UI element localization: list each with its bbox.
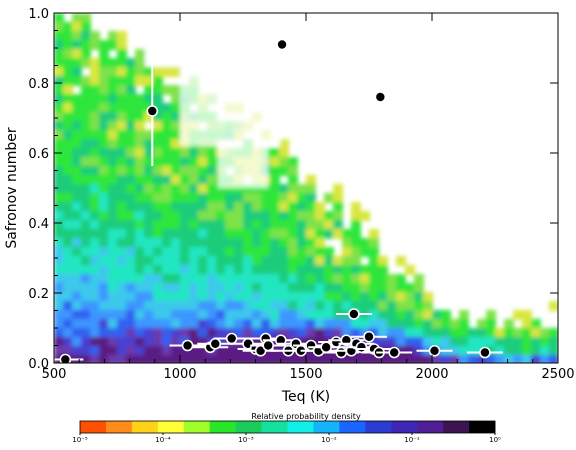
data-point (388, 346, 401, 359)
y-tick-label: 0.8 (28, 77, 49, 92)
colorbar-swatch (313, 421, 340, 433)
colorbar-swatch (157, 421, 185, 433)
colorbar-swatch (339, 421, 366, 433)
colorbar: 10⁻⁵ 10⁻⁴ 10⁻³ 10⁻² 10⁻¹ 10⁰ (72, 420, 501, 444)
data-point (428, 344, 441, 357)
data-point (363, 330, 375, 343)
data-point (335, 346, 348, 359)
y-tick-label: 0.2 (28, 287, 49, 302)
data-point (262, 339, 275, 352)
colorbar-swatch (443, 421, 470, 433)
data-point (348, 308, 360, 320)
x-axis-label: Teq (K) (281, 389, 330, 405)
x-tick-label: 500 (42, 367, 67, 382)
y-tick-label: 1.0 (28, 7, 49, 22)
colorbar-swatch (391, 421, 418, 433)
colorbar-frame (79, 420, 496, 434)
data-point (330, 336, 343, 348)
colorbar-swatch (287, 421, 314, 433)
data-markers (54, 13, 503, 363)
colorbar-swatch (261, 421, 288, 433)
axes: 500 1000 1500 2000 2500 0.0 0.2 0.4 0.6 0.8 1.0 (28, 7, 574, 382)
colorbar-swatch (183, 421, 211, 433)
x-tick-label: 1500 (289, 367, 322, 382)
colorbar-swatch (235, 421, 262, 433)
data-point (181, 339, 194, 352)
colorbar-swatch (209, 421, 237, 433)
data-point (276, 38, 288, 51)
y-tick-label: 0.4 (28, 217, 49, 232)
x-tick-label: 2500 (541, 367, 574, 382)
colorbar-tick-label: 10⁻⁵ (72, 436, 88, 444)
data-point (320, 341, 332, 354)
data-point (209, 337, 222, 350)
colorbar-tick-label: 10⁻² (321, 436, 337, 444)
x-tick-label: 1000 (163, 367, 196, 382)
data-point (355, 341, 368, 354)
y-tick-label: 0.6 (28, 147, 49, 162)
colorbar-title: Relative probability density (251, 412, 361, 421)
colorbar-swatch (80, 421, 107, 433)
colorbar-tick-label: 10⁰ (489, 436, 501, 444)
colorbar-swatch (469, 421, 496, 433)
colorbar-swatch (365, 421, 392, 433)
data-point (59, 353, 72, 363)
data-point (225, 332, 238, 345)
data-point (374, 91, 387, 103)
data-point (479, 346, 491, 359)
density-field (54, 13, 558, 363)
colorbar-swatch (417, 421, 444, 433)
colorbar-swatch (105, 421, 133, 433)
colorbar-swatch (131, 421, 159, 433)
colorbar-tick-label: 10⁻⁴ (155, 436, 171, 444)
data-point (146, 105, 159, 117)
colorbar-tick-label: 10⁻³ (238, 436, 254, 444)
y-tick-label: 0.0 (28, 357, 49, 372)
y-axis-label: Safronov number (4, 127, 20, 248)
colorbar-tick-label: 10⁻¹ (404, 436, 420, 444)
x-tick-label: 2000 (415, 367, 448, 382)
